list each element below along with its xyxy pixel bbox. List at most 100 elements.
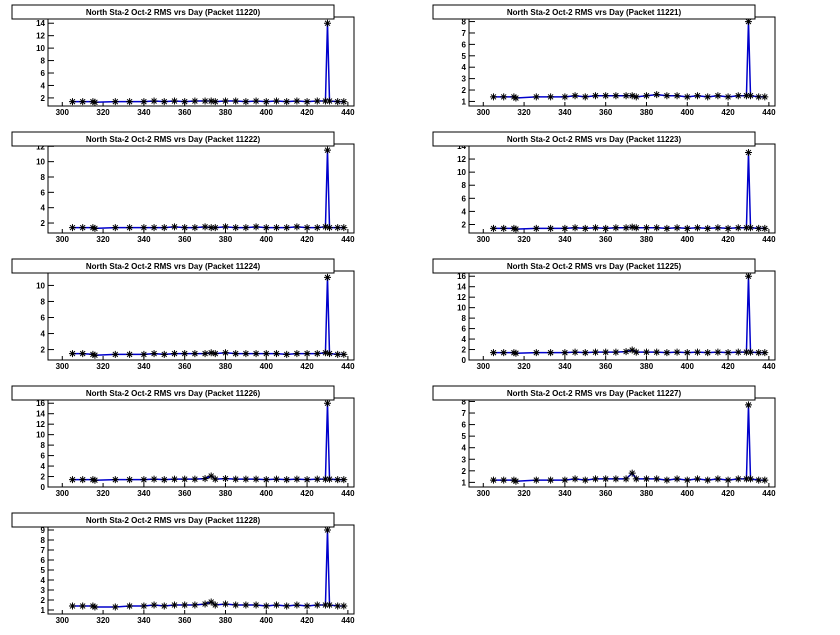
y-tick-label: 4: [41, 462, 46, 471]
data-point: [150, 224, 158, 232]
data-point: [724, 93, 732, 101]
data-point: [642, 224, 650, 232]
data-point: [293, 475, 301, 483]
x-tick-label: 300: [477, 235, 491, 244]
data-point: [262, 602, 270, 610]
data-point: [207, 97, 215, 105]
data-point: [323, 526, 331, 534]
data-point: [744, 272, 752, 280]
data-point: [547, 349, 555, 357]
data-point: [628, 92, 636, 100]
chart-title: North Sta-2 Oct-2 RMS vrs Day (Packet 11…: [507, 389, 682, 398]
data-point: [326, 601, 334, 609]
data-point: [170, 350, 178, 358]
data-point: [323, 273, 331, 281]
data-point: [293, 97, 301, 105]
data-point: [242, 350, 250, 358]
x-tick-label: 440: [762, 108, 776, 117]
x-tick-label: 320: [96, 489, 110, 498]
chart-title: North Sta-2 Oct-2 RMS vrs Day (Packet 11…: [86, 516, 261, 525]
data-point: [326, 97, 334, 105]
data-point: [622, 92, 630, 100]
data-point: [673, 92, 681, 100]
chart-title: North Sta-2 Oct-2 RMS vrs Day (Packet 11…: [507, 262, 682, 271]
x-tick-label: 320: [517, 108, 531, 117]
y-tick-label: 6: [41, 69, 46, 78]
data-point: [91, 603, 99, 611]
title-box: [11, 131, 335, 147]
data-point: [201, 600, 209, 608]
data-point: [683, 93, 691, 101]
x-tick-label: 300: [477, 489, 491, 498]
x-tick-label: 440: [341, 235, 355, 244]
x-tick-label: 380: [219, 235, 233, 244]
data-point: [571, 92, 579, 100]
data-point: [126, 602, 134, 610]
data-point: [68, 476, 76, 484]
y-tick-label: 4: [41, 576, 46, 585]
x-tick-label: 380: [640, 362, 654, 371]
data-point: [242, 475, 250, 483]
x-tick-label: 360: [599, 235, 613, 244]
x-tick-label: 360: [599, 362, 613, 371]
y-tick-label: 2: [462, 467, 467, 476]
title-box: [432, 131, 756, 147]
y-tick-label: 10: [36, 44, 45, 53]
data-point: [704, 349, 712, 357]
data-point: [272, 97, 280, 105]
data-point: [272, 224, 280, 232]
y-tick-label: 1: [462, 97, 467, 106]
data-point: [91, 98, 99, 106]
data-point: [126, 224, 134, 232]
plot-frame: [468, 16, 776, 107]
x-tick-label: 380: [219, 108, 233, 117]
data-point: [126, 476, 134, 484]
data-point: [512, 94, 520, 102]
data-point: [340, 602, 348, 610]
data-point: [283, 98, 291, 106]
y-tick-label: 4: [462, 207, 467, 216]
data-point: [89, 476, 97, 484]
y-tick-label: 4: [41, 81, 46, 90]
data-point: [323, 146, 331, 154]
chart-title: North Sta-2 Oct-2 RMS vrs Day (Packet 11…: [86, 389, 261, 398]
data-point: [622, 224, 630, 232]
data-point: [252, 97, 260, 105]
data-point: [653, 475, 661, 483]
plot-frame: [47, 16, 355, 107]
data-point: [68, 350, 76, 358]
x-tick-label: 420: [721, 108, 735, 117]
data-point: [591, 92, 599, 100]
data-point: [170, 475, 178, 483]
data-point: [747, 224, 755, 232]
data-point: [181, 350, 189, 358]
x-tick-label: 400: [260, 108, 274, 117]
title-box: [11, 385, 335, 401]
x-tick-label: 340: [558, 108, 572, 117]
data-point: [714, 92, 722, 100]
data-point: [232, 97, 240, 105]
x-tick-label: 380: [219, 489, 233, 498]
data-point: [91, 224, 99, 232]
data-point: [211, 601, 219, 609]
y-tick-label: 0: [41, 483, 46, 492]
x-tick-label: 380: [640, 489, 654, 498]
y-tick-label: 7: [41, 546, 46, 555]
plot-frame: [47, 397, 355, 488]
data-point: [111, 350, 119, 358]
data-point: [211, 224, 219, 232]
x-tick-label: 340: [137, 108, 151, 117]
chart-title: North Sta-2 Oct-2 RMS vrs Day (Packet 11…: [86, 262, 261, 271]
data-point: [207, 472, 215, 480]
y-tick-label: 12: [457, 293, 466, 302]
data-point: [191, 350, 199, 358]
data-point: [512, 225, 520, 233]
y-tick-label: 4: [41, 330, 46, 339]
data-point: [89, 350, 97, 358]
data-point: [510, 224, 518, 232]
data-point: [742, 92, 750, 100]
data-point: [500, 224, 508, 232]
data-point: [714, 348, 722, 356]
data-point: [734, 224, 742, 232]
data-point: [293, 223, 301, 231]
